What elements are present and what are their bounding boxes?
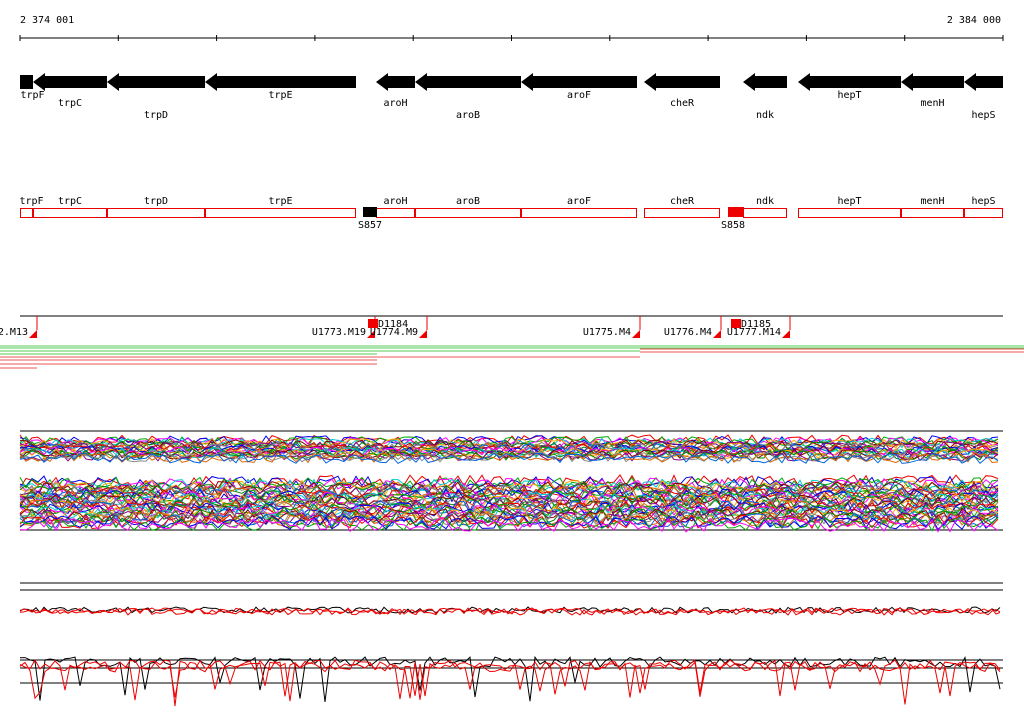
gene-arrow xyxy=(798,73,901,91)
gene-arrow xyxy=(33,73,107,91)
operon-label: aroF xyxy=(567,196,591,207)
profile-line xyxy=(19,493,999,510)
operon-label: aroB xyxy=(456,196,480,207)
profile-line xyxy=(19,659,1001,707)
tu-flag xyxy=(367,330,375,338)
gene-label: trpE xyxy=(268,90,292,101)
operon-label: cheR xyxy=(670,196,695,207)
operon-box xyxy=(901,208,964,218)
tu-flag xyxy=(29,330,37,338)
promoter-box xyxy=(368,319,378,328)
operon-box xyxy=(107,208,205,218)
tu-label: U1774.M9 xyxy=(370,327,418,338)
gene-label: aroB xyxy=(456,110,480,121)
tu-label: U1777.M14 xyxy=(727,327,781,338)
promoter-box xyxy=(731,319,741,328)
operon-label: trpD xyxy=(144,196,168,207)
operon-box xyxy=(205,208,356,218)
profile-line xyxy=(19,444,999,457)
gene-arrow xyxy=(107,73,205,91)
operon-label: trpE xyxy=(268,196,292,207)
profile-line xyxy=(19,513,999,530)
profile-line xyxy=(19,443,999,456)
site-label: S857 xyxy=(358,220,382,231)
gene-label: aroF xyxy=(567,90,591,101)
gene-arrow xyxy=(415,73,521,91)
operon-label: hepT xyxy=(837,196,861,207)
profile-line xyxy=(19,452,999,465)
operon-label: ndk xyxy=(756,196,774,207)
promoter-label: D1184 xyxy=(378,319,408,330)
gene-label: trpF xyxy=(20,90,44,101)
profile-line xyxy=(19,477,999,494)
operon-label: menH xyxy=(920,196,944,207)
tu-label: U1776.M4 xyxy=(664,327,712,338)
gene-arrow xyxy=(376,73,415,91)
gene-box xyxy=(20,75,33,89)
gene-arrow xyxy=(743,73,787,91)
gene-label: ndk xyxy=(756,110,774,121)
profile-line xyxy=(19,517,999,533)
site-label: S858 xyxy=(721,220,745,231)
operon-label: trpC xyxy=(58,196,82,207)
gene-label: cheR xyxy=(670,98,695,109)
tu-label: U1775.M4 xyxy=(583,327,631,338)
profile-line xyxy=(19,500,999,517)
gene-arrow xyxy=(205,73,356,91)
profile-line xyxy=(19,451,999,464)
gene-arrow xyxy=(644,73,720,91)
profile-line xyxy=(19,492,999,509)
coord-end: 2 384 000 xyxy=(947,15,1001,26)
profile-line xyxy=(19,655,1001,702)
operon-box xyxy=(20,208,33,218)
profile-line xyxy=(19,606,1001,614)
tu-label: 2.M13 xyxy=(0,327,28,338)
site-box xyxy=(728,207,744,217)
operon-label: trpF xyxy=(19,196,43,207)
gene-arrow xyxy=(901,73,964,91)
tu-flag xyxy=(632,330,640,338)
operon-box xyxy=(644,208,720,218)
profile-line xyxy=(19,489,999,506)
gene-label: trpC xyxy=(58,98,82,109)
gene-label: hepS xyxy=(971,110,995,121)
operon-box xyxy=(743,208,787,218)
profile-line xyxy=(19,502,999,519)
profile-line xyxy=(19,498,999,515)
operon-box xyxy=(798,208,901,218)
profile-line xyxy=(19,494,999,511)
profile-line xyxy=(19,445,999,457)
profile-line xyxy=(19,446,999,459)
operon-box xyxy=(964,208,1003,218)
tu-flag xyxy=(713,330,721,338)
tu-flag xyxy=(782,330,790,338)
gene-label: aroH xyxy=(383,98,407,109)
operon-box xyxy=(415,208,521,218)
gene-arrow xyxy=(964,73,1003,91)
tu-label: U1773.M19 xyxy=(312,327,366,338)
profile-line xyxy=(19,480,999,497)
gene-arrow xyxy=(521,73,637,91)
promoter-label: D1185 xyxy=(741,319,771,330)
operon-label: hepS xyxy=(971,196,995,207)
gene-label: hepT xyxy=(837,90,861,101)
operon-box xyxy=(33,208,107,218)
profile-line xyxy=(19,608,1001,616)
gene-label: trpD xyxy=(144,110,168,121)
operon-label: aroH xyxy=(383,196,407,207)
profile-line xyxy=(19,516,999,532)
tu-flag xyxy=(419,330,427,338)
profile-line xyxy=(19,485,999,501)
operon-box xyxy=(521,208,637,218)
operon-box xyxy=(376,208,415,218)
gene-label: menH xyxy=(920,98,944,109)
coord-start: 2 374 001 xyxy=(20,15,74,26)
site-box xyxy=(363,207,377,217)
profile-line xyxy=(19,660,1001,705)
